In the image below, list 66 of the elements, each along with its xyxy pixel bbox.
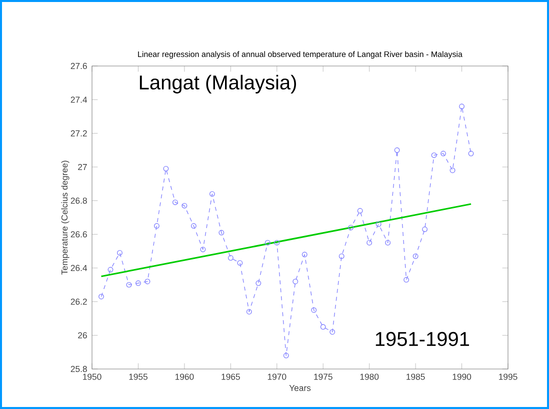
- point: [228, 255, 234, 261]
- point: [311, 307, 317, 313]
- y-tick-label: 27.6: [70, 62, 87, 70]
- x-tick-label: 1980: [360, 374, 379, 380]
- point: [431, 152, 437, 158]
- x-tick-label: 1985: [406, 374, 425, 380]
- point: [117, 250, 122, 256]
- point: [459, 104, 465, 110]
- point: [450, 168, 456, 174]
- point: [163, 166, 169, 172]
- point: [200, 246, 206, 252]
- point: [292, 278, 298, 284]
- y-tick-label: 27: [78, 164, 87, 170]
- x-tick-label: 1995: [499, 374, 518, 380]
- point: [330, 329, 336, 335]
- point: [385, 240, 391, 246]
- x-tick-label: 1975: [314, 374, 332, 380]
- x-tick-label: 1970: [268, 374, 286, 380]
- y-tick-label: 26.2: [70, 298, 87, 305]
- y-tick-label: 26.6: [70, 231, 87, 238]
- point: [422, 226, 428, 232]
- x-tick-label: 1955: [129, 374, 148, 380]
- point: [154, 223, 160, 229]
- x-tick-label: 1960: [175, 374, 194, 380]
- point: [338, 253, 344, 259]
- point: [302, 252, 308, 258]
- point: [172, 200, 178, 206]
- point: [468, 150, 474, 156]
- point: [274, 240, 280, 246]
- y-tick-label: 27.4: [70, 96, 88, 103]
- y-axis-title: Temperature (Celcius degree): [61, 160, 70, 275]
- y-tick-label: 25.8: [70, 366, 87, 372]
- annotation: Langat (Malaysia): [140, 74, 296, 94]
- point: [246, 309, 252, 314]
- y-tick-label: 26.8: [70, 198, 87, 204]
- point: [144, 278, 150, 284]
- x-tick-label: 1950: [83, 374, 102, 380]
- point: [394, 147, 400, 153]
- point: [256, 280, 262, 286]
- point: [218, 230, 224, 236]
- point: [366, 240, 372, 246]
- point: [209, 191, 215, 197]
- x-tick-label: 1965: [222, 374, 240, 380]
- point: [135, 280, 141, 286]
- point: [440, 150, 446, 156]
- y-tick-label: 26: [78, 332, 87, 338]
- point: [348, 224, 354, 230]
- chart-title: Linear regression analysis of annual observed temperature of Langat River basin - Malaysia: [138, 51, 462, 59]
- y-tick-label: 26.4: [70, 264, 88, 272]
- point: [108, 266, 114, 272]
- point: [190, 223, 196, 229]
- point: [320, 324, 326, 330]
- x-axis-title: Years: [289, 384, 311, 392]
- annotation: 1951-1991: [376, 332, 470, 346]
- point: [357, 208, 363, 214]
- point: [98, 294, 104, 300]
- point: [376, 221, 382, 227]
- x-tick-label: 1990: [452, 374, 472, 380]
- point: [126, 282, 132, 288]
- point: [237, 260, 243, 266]
- point: [182, 202, 188, 208]
- point: [264, 240, 270, 246]
- point: [283, 352, 289, 358]
- point: [404, 277, 410, 283]
- y-tick-label: 27.2: [70, 130, 87, 136]
- point: [412, 253, 418, 259]
